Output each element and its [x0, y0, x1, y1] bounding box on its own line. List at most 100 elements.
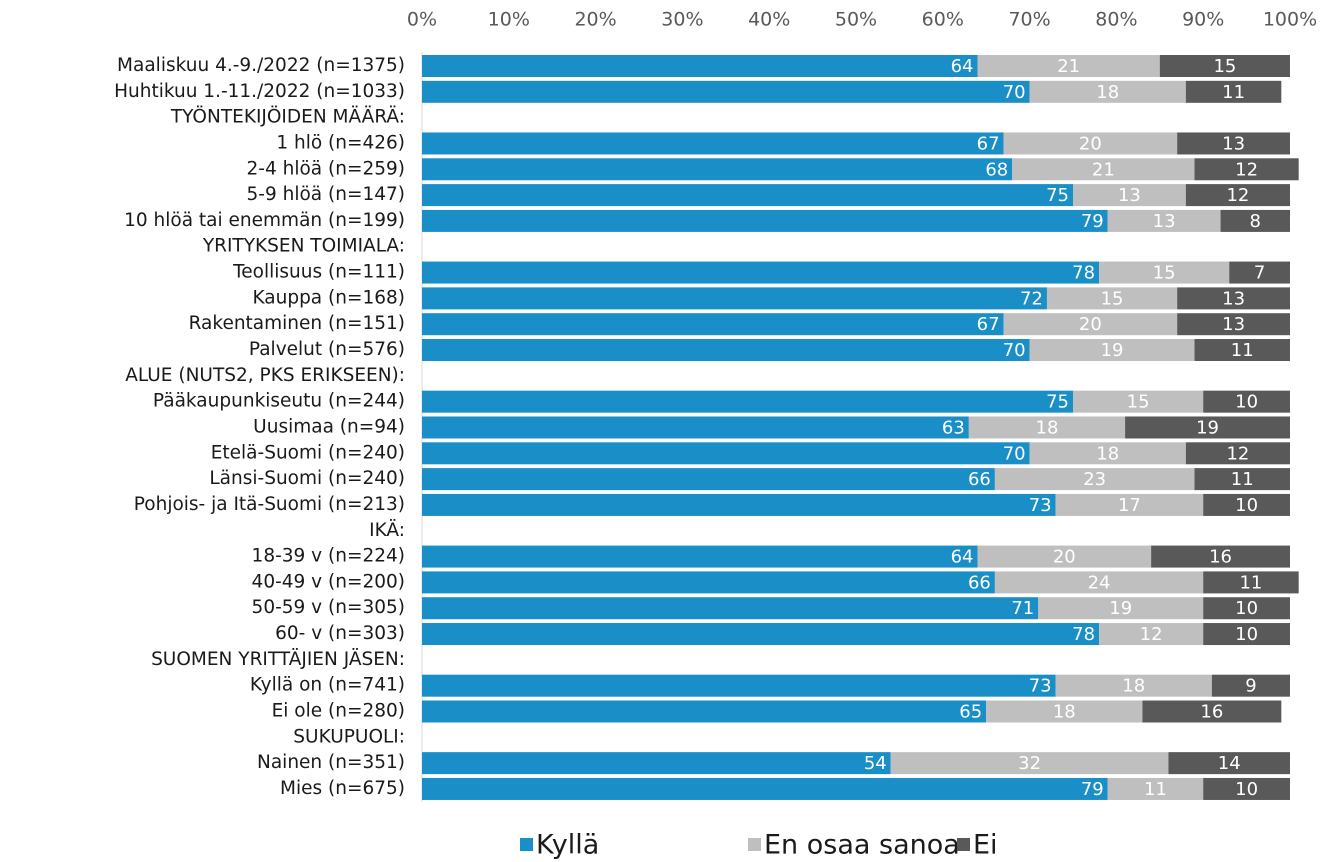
bar-segment [1185, 184, 1290, 207]
data-label: 12 [1235, 159, 1258, 180]
legend-swatch [520, 838, 533, 851]
data-label: 11 [1222, 82, 1245, 103]
x-tick-label: 70% [1008, 9, 1050, 31]
data-label: 16 [1200, 702, 1223, 723]
legend-swatch [957, 838, 970, 851]
category-label: Uusimaa (n=94) [253, 416, 405, 437]
data-label: 9 [1245, 676, 1256, 697]
data-label: 16 [1209, 547, 1232, 568]
category-label: Kyllä on (n=741) [250, 675, 405, 696]
category-label: 50-59 v (n=305) [252, 597, 405, 618]
data-label: 18 [1096, 82, 1119, 103]
data-label: 65 [959, 702, 982, 723]
data-label: 21 [1057, 56, 1080, 77]
bar-segment [1073, 390, 1204, 413]
data-label: 73 [1029, 676, 1052, 697]
category-label: 1 hlö (n=426) [276, 132, 405, 153]
x-tick-label: 0% [407, 9, 437, 31]
bar-segment [1203, 390, 1290, 413]
bar-segment [1203, 493, 1290, 516]
bar-segment [1177, 313, 1290, 336]
bar-segment [1099, 623, 1204, 646]
data-label: 64 [951, 547, 974, 568]
bar-segment [1194, 339, 1290, 362]
bar-segment [1055, 493, 1204, 516]
data-label: 12 [1226, 443, 1249, 464]
bar-segment [1203, 597, 1290, 620]
bar-segment [1159, 55, 1290, 77]
data-label: 10 [1235, 598, 1258, 619]
bar-segment [422, 184, 1073, 207]
bar-segment [422, 674, 1056, 697]
category-label: Teollisuus (n=111) [232, 262, 405, 283]
data-label: 14 [1218, 753, 1241, 774]
data-label: 75 [1046, 392, 1069, 413]
bar-segment [1029, 339, 1195, 362]
bar-segment [968, 416, 1126, 439]
bar-segment [1107, 777, 1204, 800]
bar-segment [422, 623, 1100, 646]
bar-segment [1211, 674, 1290, 697]
data-label: 15 [1153, 263, 1176, 284]
x-tick-label: 80% [1095, 9, 1137, 31]
bar-segment [422, 390, 1073, 413]
data-label: 7 [1254, 263, 1265, 284]
x-tick-label: 60% [922, 9, 964, 31]
bar-segment [422, 597, 1039, 620]
data-label: 13 [1222, 288, 1245, 309]
bar-segment [977, 55, 1160, 77]
data-label: 10 [1235, 495, 1258, 516]
bar-segment [1177, 132, 1290, 155]
data-label: 10 [1235, 624, 1258, 645]
x-tick-label: 100% [1263, 9, 1317, 31]
data-label: 15 [1101, 288, 1124, 309]
data-label: 19 [1101, 340, 1124, 361]
data-label: 66 [968, 469, 991, 490]
bar-segment [1194, 468, 1290, 491]
category-label: Etelä-Suomi (n=240) [211, 442, 405, 463]
x-tick-label: 10% [488, 9, 530, 31]
data-label: 12 [1140, 624, 1163, 645]
category-label: 60- v (n=303) [275, 623, 405, 644]
data-label: 20 [1079, 314, 1102, 335]
data-label: 11 [1239, 572, 1262, 593]
bar-segment [422, 287, 1047, 310]
data-label: 63 [942, 417, 965, 438]
data-label: 18 [1122, 676, 1145, 697]
bar-segment [1038, 597, 1204, 620]
bar-segment [977, 545, 1152, 568]
data-label: 32 [1018, 753, 1041, 774]
bar-segment [422, 752, 891, 775]
bar-segment [986, 700, 1143, 723]
category-label: 2-4 hlöä (n=259) [247, 158, 405, 179]
bar-segment [422, 545, 978, 568]
category-label: TYÖNTEKIJÖIDEN MÄÄRÄ: [170, 106, 405, 128]
data-label: 20 [1053, 547, 1076, 568]
bar-segment [994, 468, 1195, 491]
legend-swatch [748, 838, 761, 851]
bar-segment [1185, 442, 1290, 465]
data-label: 13 [1153, 211, 1176, 232]
bar-segment [1203, 571, 1299, 594]
bar-segment [1194, 158, 1299, 181]
category-label: Maaliskuu 4.-9./2022 (n=1375) [117, 55, 405, 76]
bar-segment [422, 261, 1100, 284]
data-label: 18 [1096, 443, 1119, 464]
bar-segment [422, 55, 978, 77]
data-label: 68 [985, 159, 1008, 180]
data-label: 67 [977, 133, 1000, 154]
data-label: 18 [1036, 417, 1059, 438]
bar-segment [1055, 674, 1212, 697]
data-label: 10 [1235, 392, 1258, 413]
legend-label: En osaa sanoa [764, 830, 960, 861]
category-label: YRITYKSEN TOIMIALA: [202, 236, 405, 257]
category-label: Huhtikuu 1.-11./2022 (n=1033) [114, 81, 405, 102]
bar-segment [422, 777, 1108, 800]
bar-segment [1107, 209, 1221, 232]
data-label: 70 [1003, 82, 1026, 103]
category-label: Kauppa (n=168) [252, 287, 405, 308]
bar-segment [1177, 287, 1290, 310]
data-label: 70 [1003, 340, 1026, 361]
data-label: 79 [1081, 211, 1104, 232]
